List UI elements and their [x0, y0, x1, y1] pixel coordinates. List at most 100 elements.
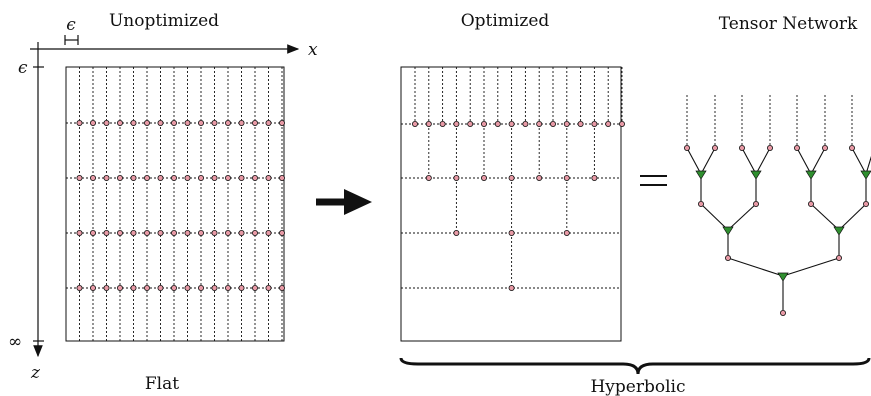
node — [605, 121, 612, 128]
tree-edge — [741, 147, 757, 175]
isometry-triangle — [750, 170, 762, 180]
node — [143, 284, 150, 291]
isometry-triangle — [833, 226, 845, 236]
node — [278, 174, 285, 181]
node — [224, 229, 231, 236]
node — [508, 229, 515, 236]
node — [238, 284, 245, 291]
node — [591, 121, 598, 128]
node — [494, 121, 501, 128]
node — [76, 284, 83, 291]
tree-edge — [851, 147, 867, 175]
node — [480, 121, 487, 128]
node — [550, 121, 557, 128]
node — [197, 120, 204, 127]
node — [863, 200, 870, 207]
node — [453, 121, 460, 128]
node — [767, 144, 774, 151]
node — [563, 174, 570, 181]
node — [184, 284, 191, 291]
node — [753, 200, 760, 207]
node — [197, 174, 204, 181]
epsilon-top-label: ϵ — [66, 15, 76, 35]
node — [117, 120, 124, 127]
node — [425, 121, 432, 128]
node — [170, 229, 177, 236]
node — [130, 229, 137, 236]
tensor-network-tree — [684, 95, 871, 316]
optimized-grid — [401, 67, 626, 291]
flat-box — [65, 66, 285, 342]
tree-edge — [810, 203, 840, 231]
x-axis-label: x — [308, 40, 318, 60]
tree-edge — [810, 147, 826, 175]
node — [425, 174, 432, 181]
equals-sign — [640, 175, 667, 186]
node — [251, 229, 258, 236]
isometry-triangle — [777, 272, 789, 282]
node — [480, 174, 487, 181]
flat-grid — [66, 67, 285, 341]
node — [453, 174, 460, 181]
node — [265, 174, 272, 181]
node — [684, 144, 691, 151]
node — [563, 229, 570, 236]
node — [278, 229, 285, 236]
hyperbolic-label: Hyperbolic — [590, 377, 685, 396]
tree-edge — [700, 147, 716, 175]
node — [251, 120, 258, 127]
node — [170, 174, 177, 181]
node — [238, 174, 245, 181]
epsilon-axis-label: ϵ — [18, 58, 28, 78]
node — [197, 229, 204, 236]
node — [130, 120, 137, 127]
node — [508, 121, 515, 128]
node — [170, 284, 177, 291]
isometry-triangle — [805, 170, 817, 180]
node — [103, 120, 110, 127]
unoptimized-panel: Unoptimized ϵ x z ϵ ∞ Flat — [8, 11, 318, 394]
transform-arrow — [316, 189, 372, 215]
tree-edge — [727, 203, 757, 231]
node — [224, 120, 231, 127]
isometry-triangle — [722, 226, 734, 236]
unoptimized-title: Unoptimized — [109, 11, 219, 31]
node — [103, 284, 110, 291]
node — [224, 174, 231, 181]
tree-edge — [700, 203, 729, 231]
optimized-title: Optimized — [461, 11, 550, 31]
node — [103, 229, 110, 236]
node — [211, 229, 218, 236]
node — [453, 229, 460, 236]
node — [849, 144, 856, 151]
node — [143, 120, 150, 127]
node — [143, 229, 150, 236]
node — [157, 120, 164, 127]
node — [712, 144, 719, 151]
node — [130, 284, 137, 291]
tree-edge — [796, 147, 812, 175]
node — [780, 309, 787, 316]
node — [211, 284, 218, 291]
node — [591, 174, 598, 181]
node — [211, 120, 218, 127]
tree-edge — [838, 203, 867, 231]
optimized-panel: Optimized — [400, 11, 626, 342]
isometry-triangle — [695, 170, 707, 180]
tensor-network-panel: Tensor Network — [684, 14, 871, 316]
node — [157, 229, 164, 236]
node — [836, 254, 843, 261]
node — [265, 229, 272, 236]
node — [508, 284, 515, 291]
node — [90, 284, 97, 291]
tensor-network-title: Tensor Network — [719, 14, 858, 34]
node — [197, 284, 204, 291]
node — [508, 174, 515, 181]
node — [157, 284, 164, 291]
hyperbolic-brace — [399, 357, 871, 375]
node — [536, 174, 543, 181]
node — [76, 229, 83, 236]
node — [522, 121, 529, 128]
node — [238, 229, 245, 236]
